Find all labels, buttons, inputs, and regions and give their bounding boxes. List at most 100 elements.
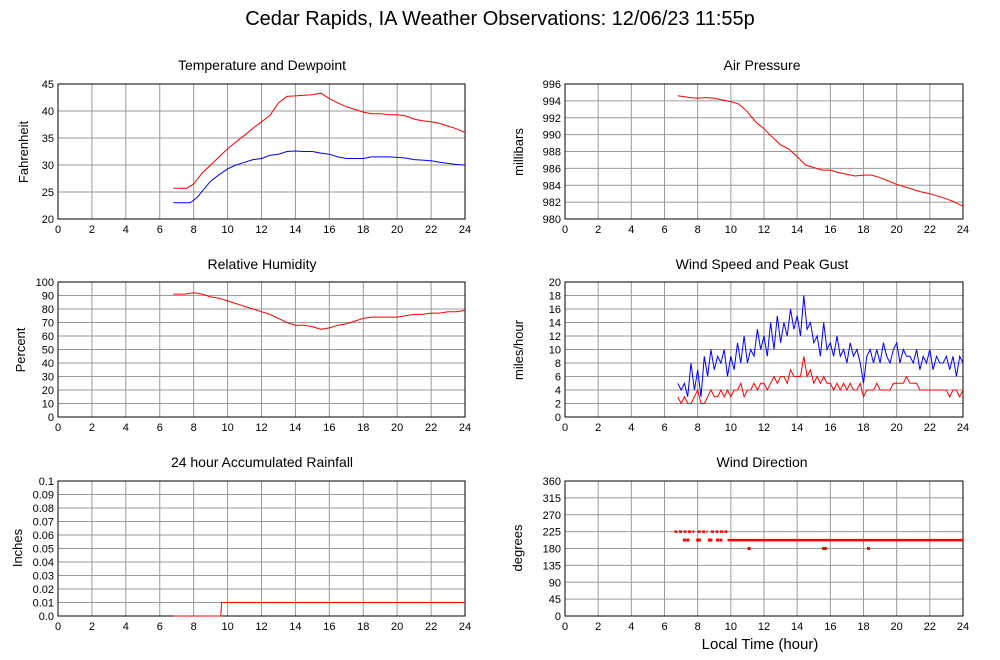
y-tick-label: 20 [42,385,54,397]
x-tick-label: 2 [595,621,601,633]
x-tick-label: 0 [562,224,568,236]
y-tick-label: 360 [543,476,561,488]
y-tick-label: 50 [42,345,54,357]
x-tick-label: 22 [425,224,437,236]
y-axis-label: miles/hour [511,319,526,380]
x-tick-label: 16 [323,422,335,434]
x-tick-label: 18 [857,422,869,434]
x-tick-label: 14 [289,621,301,633]
chart-title: Air Pressure [723,57,800,73]
y-tick-label: 30 [42,160,54,172]
x-tick-label: 18 [857,224,869,236]
y-tick-label: 984 [543,180,561,192]
data-point [697,538,701,542]
y-tick-label: 12 [549,331,561,343]
chart-title: 24 hour Accumulated Rainfall [171,454,353,470]
data-point [696,538,700,542]
y-tick-label: 2 [555,399,561,411]
y-tick-label: 10 [42,399,54,411]
x-tick-label: 16 [824,422,836,434]
y-tick-label: 18 [549,291,561,303]
x-tick-label: 4 [123,422,129,434]
x-tick-label: 20 [891,224,903,236]
series-line-rh-0 [173,292,466,330]
x-tick-label: 20 [891,422,903,434]
x-tick-label: 8 [191,422,197,434]
x-tick-label: 20 [391,422,403,434]
series-line-pres-0 [677,95,964,207]
y-tick-label: 0.04 [33,557,54,569]
y-tick-label: 990 [543,130,561,142]
x-tick-label: 2 [595,224,601,236]
y-tick-label: 0.09 [33,490,54,502]
plot-frame [564,480,964,617]
x-tick-label: 2 [89,621,95,633]
data-point [866,547,870,550]
plot-frame [57,480,466,617]
y-tick-label: 135 [543,560,561,572]
x-tick-label: 8 [191,224,197,236]
plot-frame [57,83,466,220]
x-tick-label: 10 [221,224,233,236]
y-axis-label: millibars [511,128,526,176]
x-tick-label: 4 [123,621,129,633]
x-tick-label: 18 [357,621,369,633]
plot-frame [57,281,466,418]
y-tick-label: 0.06 [33,530,54,542]
x-tick-label: 8 [191,621,197,633]
y-tick-label: 90 [42,291,54,303]
y-tick-label: 35 [42,133,54,145]
x-tick-label: 12 [758,224,770,236]
x-tick-label: 4 [123,224,129,236]
y-tick-label: 0 [555,412,561,424]
data-point [716,538,720,542]
x-tick-label: 10 [725,224,737,236]
chart-title: Relative Humidity [208,256,317,272]
y-tick-label: 996 [543,79,561,91]
x-tick-label: 24 [459,224,471,236]
y-tick-label: 16 [549,304,561,316]
chart-title: Temperature and Dewpoint [178,57,346,73]
chart-title: Wind Speed and Peak Gust [676,256,849,272]
x-tick-label: 10 [221,422,233,434]
x-tick-label: 6 [157,224,163,236]
y-tick-label: 980 [543,214,561,226]
y-axis-label: Percent [13,327,28,372]
y-axis-label: Inches [10,528,25,567]
x-tick-label: 18 [857,621,869,633]
y-tick-label: 45 [42,79,54,91]
x-tick-label: 22 [924,224,936,236]
x-tick-label: 4 [628,422,634,434]
y-tick-label: 994 [543,96,561,108]
y-tick-label: 10 [549,345,561,357]
y-tick-label: 4 [555,385,561,397]
x-tick-label: 0 [562,422,568,434]
data-point [686,538,690,542]
x-tick-label: 22 [924,621,936,633]
y-tick-label: 6 [555,372,561,384]
x-tick-label: 6 [157,621,163,633]
x-tick-label: 10 [221,621,233,633]
y-tick-label: 0.0 [39,611,54,623]
data-point [822,547,826,550]
x-tick-label: 6 [661,224,667,236]
x-tick-label: 22 [924,422,936,434]
series-line-rain-0 [173,602,465,617]
y-tick-label: 0.1 [39,476,54,488]
x-tick-label: 12 [255,422,267,434]
data-point [719,538,723,542]
y-tick-label: 40 [42,106,54,118]
y-tick-label: 315 [543,493,561,505]
y-tick-label: 0.05 [33,544,54,556]
y-tick-label: 70 [42,318,54,330]
x-tick-label: 2 [89,422,95,434]
y-tick-label: 80 [42,304,54,316]
x-tick-label: 8 [695,422,701,434]
y-tick-label: 992 [543,113,561,125]
x-tick-label: 10 [725,422,737,434]
x-tick-label: 18 [357,224,369,236]
x-tick-label: 16 [824,224,836,236]
